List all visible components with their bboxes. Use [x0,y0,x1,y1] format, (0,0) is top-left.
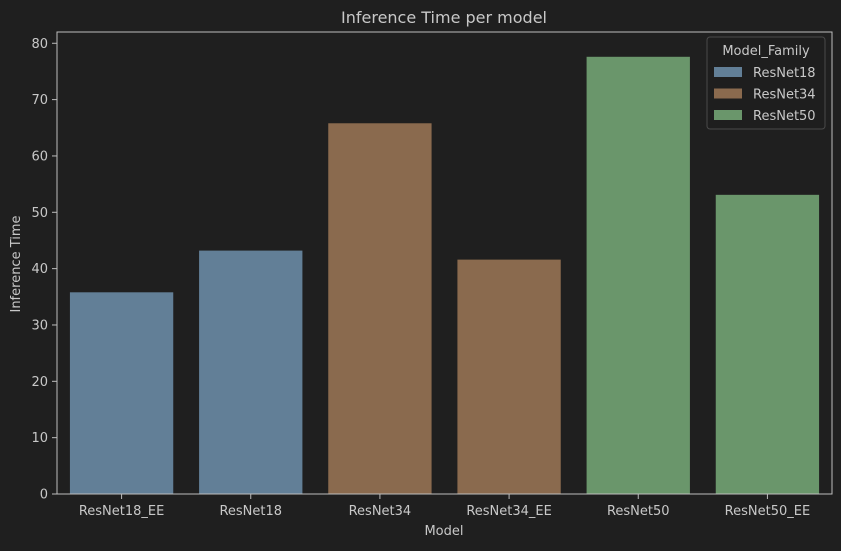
bar-resnet18 [199,250,303,494]
y-tick-label: 80 [31,37,48,52]
y-tick-label: 10 [31,431,48,446]
x-tick-label: ResNet18_EE [79,504,165,519]
axes-frame [56,31,833,495]
legend-swatch-resnet50 [714,110,742,120]
legend-swatch-resnet34 [714,88,742,99]
bar-resnet50 [586,56,690,494]
y-axis-label: Inference Time [9,215,24,312]
y-tick-label: 50 [31,206,48,221]
x-tick-label: ResNet34 [349,504,412,519]
y-tick-label: 70 [31,93,48,108]
bar-resnet18-ee [69,292,174,494]
chart-title: Inference Time per model [341,8,547,27]
x-axis-label: Model [424,524,463,539]
y-tick-label: 0 [40,488,48,503]
legend-box [706,36,826,130]
legend-label-resnet18: ResNet18 [753,66,816,81]
x-tick-label: ResNet50 [607,504,670,519]
x-tick-label: ResNet34_EE [466,504,552,519]
y-tick-label: 20 [31,375,48,390]
y-tick-label: 60 [31,149,48,164]
y-tick-label: 40 [31,262,48,277]
x-tick-label: ResNet50_EE [725,504,811,519]
legend-swatch-resnet18 [714,67,742,77]
legend-label-resnet50: ResNet50 [753,109,816,124]
legend-title: Model_Family [722,44,810,59]
bar-resnet34-ee [457,259,561,494]
bar-resnet50-ee [715,194,820,494]
bar-resnet34 [328,123,432,495]
y-tick-label: 30 [31,318,48,333]
x-tick-label: ResNet18 [219,504,282,519]
legend-label-resnet34: ResNet34 [753,88,816,103]
